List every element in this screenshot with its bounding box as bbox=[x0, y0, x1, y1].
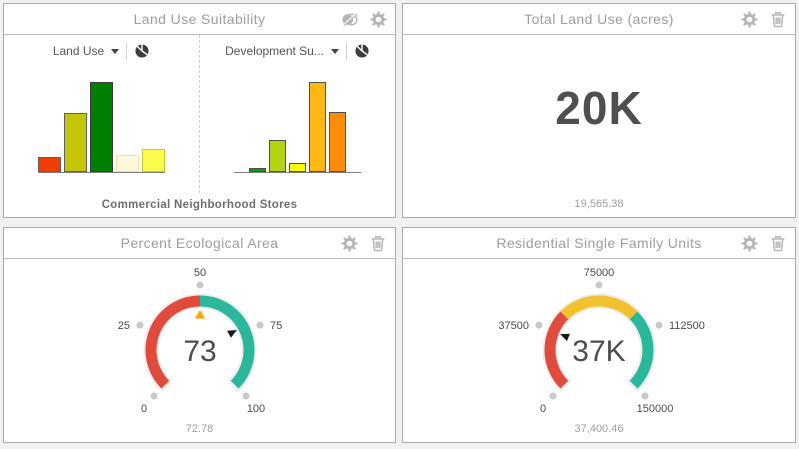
tick-label: 100 bbox=[246, 403, 264, 415]
gauge-tick-dots bbox=[135, 281, 264, 400]
gauge-segment-teal bbox=[199, 295, 254, 389]
category-label: Commercial Neighborhood Stores bbox=[101, 199, 298, 211]
gauge-raw-value: 72.78 bbox=[185, 423, 214, 435]
panel-title: Residential Single Family Units bbox=[496, 235, 702, 251]
bar bbox=[329, 112, 346, 172]
gauge-segment-red bbox=[145, 295, 200, 389]
bar bbox=[309, 82, 326, 172]
development-suitability-selector[interactable]: Development Su... bbox=[200, 35, 395, 67]
gauge-residential: 75000 37500 112500 0 150000 37K bbox=[498, 267, 705, 415]
bar bbox=[90, 82, 113, 172]
tick-label: 0 bbox=[140, 403, 146, 415]
chart-land-use: Land Use bbox=[4, 35, 200, 193]
selector-label: Land Use bbox=[52, 44, 105, 58]
divider bbox=[345, 42, 347, 60]
panel-title: Total Land Use (acres) bbox=[524, 11, 674, 27]
panel-percent-ecological-area: Percent Ecological Area 50 25 75 bbox=[3, 227, 396, 443]
selector-label: Development Su... bbox=[225, 44, 324, 58]
bars-area bbox=[200, 67, 395, 193]
bar bbox=[249, 168, 266, 172]
tick-label: 75 bbox=[270, 320, 282, 332]
panel-land-use-suitability: Land Use Suitability Land Use Devel bbox=[3, 3, 396, 218]
tick-label: 112500 bbox=[669, 320, 705, 332]
gauge: 75000 37500 112500 0 150000 37K bbox=[403, 259, 795, 442]
bar bbox=[289, 163, 306, 172]
gear-icon[interactable] bbox=[741, 11, 758, 28]
gauge-value: 73 bbox=[183, 335, 216, 368]
tick-label: 0 bbox=[540, 403, 546, 415]
bar bbox=[142, 149, 165, 172]
charts-row: Land Use Development Su... bbox=[4, 35, 395, 193]
land-use-selector[interactable]: Land Use bbox=[4, 35, 199, 67]
gauge-ecological: 50 25 75 0 100 73 bbox=[117, 267, 282, 415]
bars-area bbox=[4, 67, 199, 193]
bar bbox=[38, 157, 61, 172]
panel-header: Total Land Use (acres) bbox=[403, 4, 795, 35]
pie-chart-icon[interactable] bbox=[134, 43, 150, 59]
trash-icon[interactable] bbox=[769, 234, 787, 252]
tick-label: 37500 bbox=[498, 320, 529, 332]
trash-icon[interactable] bbox=[369, 234, 387, 252]
panel-header: Percent Ecological Area bbox=[4, 228, 395, 259]
pie-chart-icon[interactable] bbox=[354, 43, 370, 59]
chevron-down-icon bbox=[111, 48, 120, 54]
panel-total-land-use: Total Land Use (acres) 20K 19,565.38 bbox=[402, 3, 796, 218]
bar-chart bbox=[234, 82, 361, 173]
bar bbox=[269, 140, 286, 172]
visibility-off-icon[interactable] bbox=[340, 10, 359, 29]
gauge-needle-icon bbox=[226, 329, 237, 338]
gauge-segment-red bbox=[544, 311, 569, 389]
gear-icon[interactable] bbox=[741, 235, 758, 252]
chart-development-suitability: Development Su... bbox=[200, 35, 395, 193]
bar bbox=[64, 113, 87, 172]
bar-chart bbox=[38, 82, 165, 173]
panel-residential-single-family-units: Residential Single Family Units 75000 37… bbox=[402, 227, 796, 443]
indicator-raw-value: 19,565.38 bbox=[574, 198, 624, 210]
gear-icon[interactable] bbox=[370, 11, 387, 28]
indicator-value: 20K bbox=[555, 82, 643, 134]
chevron-down-icon bbox=[330, 48, 339, 54]
panel-header: Land Use Suitability bbox=[4, 4, 395, 35]
bar bbox=[116, 155, 139, 172]
tick-label: 25 bbox=[117, 320, 129, 332]
tick-label: 50 bbox=[193, 267, 205, 279]
threshold-marker-icon bbox=[194, 310, 205, 319]
gauge-segment-yellow bbox=[560, 295, 638, 320]
trash-icon[interactable] bbox=[769, 10, 787, 28]
panel-title: Percent Ecological Area bbox=[120, 235, 279, 251]
panel-title: Land Use Suitability bbox=[133, 11, 266, 27]
divider bbox=[126, 42, 128, 60]
gauge-tick-dots bbox=[535, 281, 663, 400]
gauge-needle-icon bbox=[560, 333, 570, 342]
gauge-segment-teal bbox=[629, 311, 654, 389]
gauge: 50 25 75 0 100 73 bbox=[4, 259, 395, 442]
gauge-value: 37K bbox=[572, 335, 625, 368]
panel-header: Residential Single Family Units bbox=[403, 228, 795, 259]
tick-label: 75000 bbox=[584, 267, 615, 279]
gauge-raw-value: 37,400.46 bbox=[574, 423, 624, 435]
gear-icon[interactable] bbox=[341, 235, 358, 252]
tick-label: 150000 bbox=[637, 403, 674, 415]
